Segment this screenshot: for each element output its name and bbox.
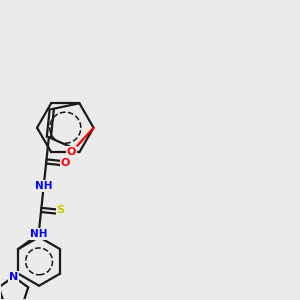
Text: NH: NH xyxy=(35,181,52,191)
Text: O: O xyxy=(61,158,70,169)
Text: S: S xyxy=(56,206,64,215)
Text: N: N xyxy=(9,272,18,282)
Text: O: O xyxy=(67,147,76,157)
Text: NH: NH xyxy=(30,229,47,239)
